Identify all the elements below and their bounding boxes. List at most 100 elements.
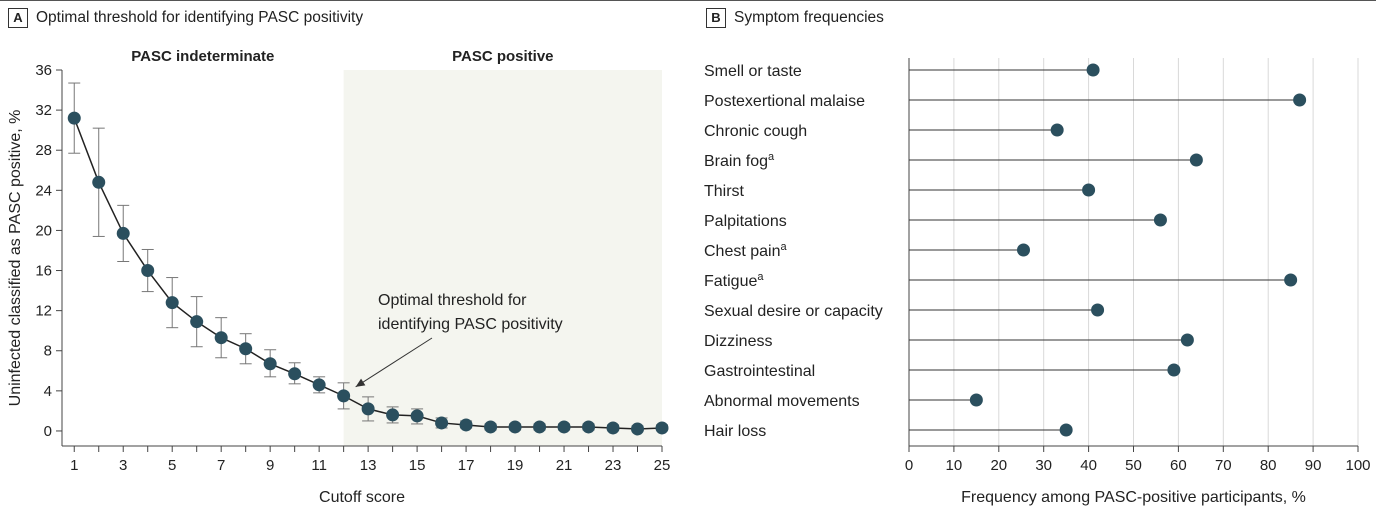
data-point	[435, 416, 449, 430]
x-tick-label: 13	[360, 457, 377, 474]
data-point	[288, 367, 302, 381]
data-point	[410, 409, 424, 423]
x-tick-label: 9	[266, 457, 274, 474]
annotation-arrow-head	[355, 378, 366, 387]
x-tick-label: 60	[1170, 457, 1187, 474]
category-label: Gastrointestinal	[704, 363, 815, 380]
lollipop-point	[1167, 363, 1181, 377]
annotation-arrow-line	[355, 337, 433, 388]
category-label: Brain foga	[704, 151, 775, 170]
lollipop-point	[969, 393, 983, 407]
x-tick-label: 90	[1305, 457, 1322, 474]
x-tick-label: 23	[605, 457, 622, 474]
data-point	[582, 420, 596, 434]
data-point	[484, 420, 498, 434]
x-axis-label: Cutoff score	[319, 489, 405, 506]
x-tick-label: 11	[311, 457, 327, 474]
panel-b-title-text: Symptom frequencies	[734, 9, 884, 26]
y-tick-label: 36	[35, 62, 52, 79]
lollipop-point	[1293, 93, 1307, 107]
data-point	[190, 315, 204, 329]
x-tick-label: 30	[1035, 457, 1052, 474]
x-tick-label: 7	[217, 457, 225, 474]
panel-b-title: B Symptom frequencies	[706, 8, 884, 28]
panel-a-title: A Optimal threshold for identifying PASC…	[8, 8, 363, 28]
lollipop-point	[1016, 243, 1030, 257]
x-tick-label: 50	[1125, 457, 1142, 474]
category-label: Dizziness	[704, 333, 772, 350]
data-point	[655, 421, 669, 435]
y-tick-label: 4	[44, 383, 52, 400]
data-point	[67, 111, 81, 125]
y-tick-label: 8	[44, 343, 52, 360]
region-label-indeterminate: PASC indeterminate	[131, 48, 274, 65]
category-label: Palpitations	[704, 213, 787, 230]
category-label: Fatiguea	[704, 271, 764, 290]
category-label: Postexertional malaise	[704, 93, 865, 110]
x-tick-label: 1	[70, 457, 78, 474]
lollipop-point	[1153, 213, 1167, 227]
panel-a-letter: A	[8, 8, 28, 28]
data-point	[533, 420, 547, 434]
lollipop-point	[1180, 333, 1194, 347]
y-tick-label: 32	[35, 102, 52, 119]
x-tick-label: 17	[458, 457, 475, 474]
category-label: Hair loss	[704, 423, 766, 440]
y-tick-label: 20	[35, 222, 52, 239]
x-tick-label: 19	[507, 457, 524, 474]
y-tick-label: 12	[35, 303, 52, 320]
lollipop-point	[1059, 423, 1073, 437]
region-label-positive: PASC positive	[452, 48, 553, 65]
data-point	[508, 420, 522, 434]
x-tick-label: 40	[1080, 457, 1097, 474]
y-tick-label: 16	[35, 263, 52, 280]
x-tick-label: 0	[905, 457, 913, 474]
data-point	[214, 331, 228, 345]
data-point	[92, 175, 106, 189]
top-rule	[0, 0, 1376, 1]
category-label: Smell or taste	[704, 63, 802, 80]
data-point	[165, 296, 179, 310]
data-point	[312, 378, 326, 392]
data-point	[116, 226, 130, 240]
positive-region-shade	[343, 70, 662, 446]
category-label: Chronic cough	[704, 123, 807, 140]
category-label: Chest paina	[704, 241, 788, 260]
x-tick-label: 100	[1345, 457, 1370, 474]
lollipop-point	[1284, 273, 1298, 287]
x-tick-label: 70	[1215, 457, 1232, 474]
y-tick-label: 0	[44, 423, 52, 440]
category-label: Thirst	[704, 183, 745, 200]
x-tick-label: 15	[409, 457, 426, 474]
data-point	[263, 357, 277, 371]
footnote-marker: a	[768, 151, 775, 163]
x-tick-label: 3	[119, 457, 127, 474]
data-point	[606, 421, 620, 435]
annotation-line-1: Optimal threshold for	[378, 292, 527, 309]
y-axis-label: Uninfected classified as PASC positive, …	[7, 110, 24, 407]
data-point	[337, 389, 351, 403]
panel-a-title-text: Optimal threshold for identifying PASC p…	[36, 9, 364, 26]
lollipop-point	[1091, 303, 1105, 317]
data-point	[557, 420, 571, 434]
lollipop-point	[1050, 123, 1064, 137]
data-point	[141, 264, 155, 278]
data-point	[631, 422, 645, 436]
data-point	[459, 418, 473, 432]
y-tick-label: 24	[35, 182, 52, 199]
x-tick-label: 20	[990, 457, 1007, 474]
lollipop-point	[1086, 63, 1100, 77]
footnote-marker: a	[757, 271, 764, 283]
data-point	[386, 408, 400, 422]
lollipop-point	[1189, 153, 1203, 167]
category-label: Abnormal movements	[704, 393, 860, 410]
x-tick-label: 10	[946, 457, 963, 474]
x-tick-label: 80	[1260, 457, 1277, 474]
y-tick-label: 28	[35, 142, 52, 159]
category-label: Sexual desire or capacity	[704, 303, 883, 320]
x-tick-label: 21	[556, 457, 573, 474]
footnote-marker: a	[781, 241, 788, 253]
data-point	[361, 402, 375, 416]
